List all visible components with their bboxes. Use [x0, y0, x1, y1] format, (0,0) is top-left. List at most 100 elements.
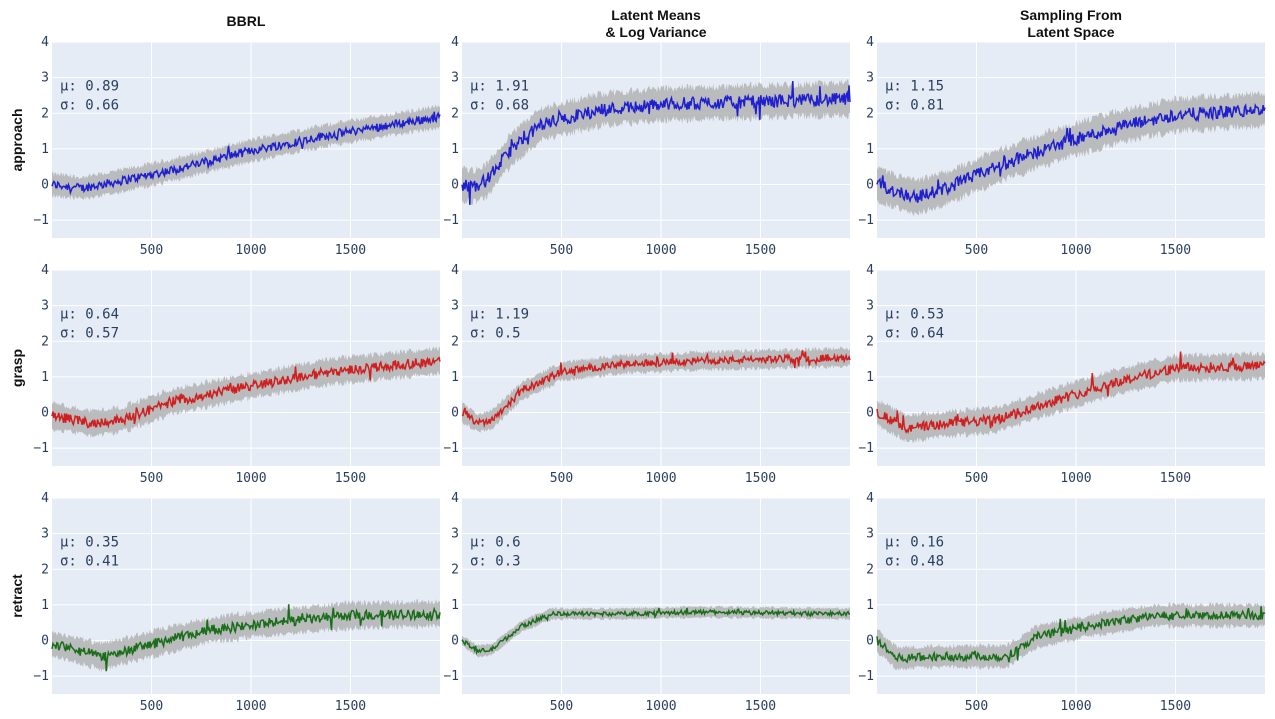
- std-annotation: σ: 0.48: [885, 554, 944, 570]
- x-tick-label: 1500: [1160, 471, 1191, 486]
- x-tick-label: 1000: [1060, 243, 1091, 258]
- y-tick-label: 4: [866, 263, 874, 278]
- y-tick-label: 0: [866, 634, 874, 649]
- mean-annotation: μ: 1.15: [885, 79, 944, 95]
- x-tick-label: 1500: [745, 243, 776, 258]
- mean-line: [461, 607, 851, 656]
- std-band: [462, 346, 850, 433]
- x-tick-label: 500: [140, 471, 163, 486]
- plot-area: [52, 42, 440, 238]
- y-tick-label: 3: [41, 299, 49, 314]
- x-tick-label: 1000: [1060, 699, 1091, 714]
- y-tick-label: 2: [866, 106, 874, 121]
- x-tick-label: 1000: [235, 699, 266, 714]
- y-tick-label: 3: [451, 299, 459, 314]
- y-tick-label: 0: [451, 178, 459, 193]
- x-tick-label: 1500: [745, 699, 776, 714]
- mean-line: [51, 111, 441, 196]
- row-label-retract: retract: [9, 574, 25, 618]
- x-tick-label: 500: [140, 699, 163, 714]
- panel-retract-2: −1 0 1 2 3 4 500 1000 1500 μ: 0.16 σ: 0.48: [858, 491, 1266, 714]
- mean-annotation: μ: 0.53: [885, 307, 944, 323]
- x-tick-label: 1000: [1060, 471, 1091, 486]
- column-title-line: Latent Space: [1027, 24, 1114, 40]
- y-tick-label: 0: [41, 634, 49, 649]
- y-tick-label: −1: [858, 669, 874, 684]
- row-label-approach: approach: [9, 108, 25, 171]
- std-annotation: σ: 0.5: [470, 326, 521, 342]
- y-tick-label: 0: [41, 406, 49, 421]
- y-tick-label: 4: [451, 35, 459, 50]
- y-tick-label: −1: [858, 213, 874, 228]
- y-tick-label: 0: [866, 406, 874, 421]
- panel-retract-0: −1 0 1 2 3 4 500 1000 1500 μ: 0.35 σ: 0.41: [33, 491, 441, 714]
- y-tick-label: 2: [866, 562, 874, 577]
- x-tick-label: 1500: [335, 471, 366, 486]
- panel-grasp-1: −1 0 1 2 3 4 500 1000 1500 μ: 1.19 σ: 0.5: [443, 263, 851, 486]
- y-tick-label: 2: [866, 334, 874, 349]
- panel-approach-1: −1 0 1 2 3 4 500 1000 1500 μ: 1.91 σ: 0.68: [443, 35, 851, 258]
- x-tick-label: 500: [550, 699, 573, 714]
- row-label-grasp: grasp: [9, 349, 25, 387]
- column-title-line: Sampling From: [1020, 7, 1122, 23]
- mean-annotation: μ: 0.35: [60, 535, 119, 551]
- y-tick-label: −1: [443, 213, 459, 228]
- x-tick-label: 1000: [645, 243, 676, 258]
- y-tick-label: 1: [451, 370, 459, 385]
- column-title: Latent Means & Log Variance: [605, 7, 706, 40]
- y-tick-label: −1: [33, 441, 49, 456]
- panel-approach-2: −1 0 1 2 3 4 500 1000 1500 μ: 1.15 σ: 0.81: [858, 35, 1266, 258]
- y-tick-label: −1: [443, 669, 459, 684]
- std-band: [52, 346, 440, 438]
- mean-annotation: μ: 0.6: [470, 535, 521, 551]
- y-tick-label: 4: [41, 263, 49, 278]
- std-band: [52, 104, 440, 200]
- std-annotation: σ: 0.41: [60, 554, 119, 570]
- x-tick-label: 1000: [645, 471, 676, 486]
- y-tick-label: 2: [451, 334, 459, 349]
- mean-line: [461, 81, 851, 205]
- mean-line: [461, 350, 851, 428]
- y-tick-label: 2: [41, 334, 49, 349]
- y-tick-label: 2: [41, 106, 49, 121]
- y-tick-label: −1: [443, 441, 459, 456]
- column-title-line: BBRL: [227, 13, 266, 29]
- y-tick-label: 3: [41, 527, 49, 542]
- y-tick-label: 1: [866, 142, 874, 157]
- std-annotation: σ: 0.64: [885, 326, 944, 342]
- std-annotation: σ: 0.66: [60, 98, 119, 114]
- y-tick-label: 3: [866, 299, 874, 314]
- column-title: Sampling From Latent Space: [1020, 7, 1122, 40]
- y-tick-label: 3: [451, 71, 459, 86]
- plot-area: [462, 498, 850, 694]
- mean-line: [51, 356, 441, 429]
- mean-annotation: μ: 1.19: [470, 307, 529, 323]
- column-title-line: & Log Variance: [605, 24, 706, 40]
- y-tick-label: 1: [41, 142, 49, 157]
- y-tick-label: 1: [866, 370, 874, 385]
- x-tick-label: 1500: [745, 471, 776, 486]
- std-annotation: σ: 0.68: [470, 98, 529, 114]
- y-tick-label: −1: [858, 441, 874, 456]
- mean-line: [876, 102, 1266, 204]
- y-tick-label: 4: [866, 491, 874, 506]
- mean-annotation: μ: 0.16: [885, 535, 944, 551]
- y-tick-label: 3: [866, 71, 874, 86]
- x-tick-label: 500: [965, 699, 988, 714]
- mean-annotation: μ: 0.64: [60, 307, 119, 323]
- panel-grasp-0: −1 0 1 2 3 4 500 1000 1500 μ: 0.64 σ: 0.57: [33, 263, 441, 486]
- panel-retract-1: −1 0 1 2 3 4 500 1000 1500 μ: 0.6 σ: 0.3: [443, 491, 851, 714]
- x-tick-label: 1500: [335, 699, 366, 714]
- panel-approach-0: −1 0 1 2 3 4 500 1000 1500 μ: 0.89 σ: 0.66: [33, 35, 441, 258]
- x-tick-label: 1500: [1160, 699, 1191, 714]
- x-tick-label: 500: [965, 471, 988, 486]
- mean-annotation: μ: 0.89: [60, 79, 119, 95]
- y-tick-label: −1: [33, 669, 49, 684]
- mean-annotation: μ: 1.91: [470, 79, 529, 95]
- y-tick-label: 3: [866, 527, 874, 542]
- y-tick-label: 4: [41, 35, 49, 50]
- y-tick-label: 0: [866, 178, 874, 193]
- y-tick-label: 0: [41, 178, 49, 193]
- x-tick-label: 1000: [645, 699, 676, 714]
